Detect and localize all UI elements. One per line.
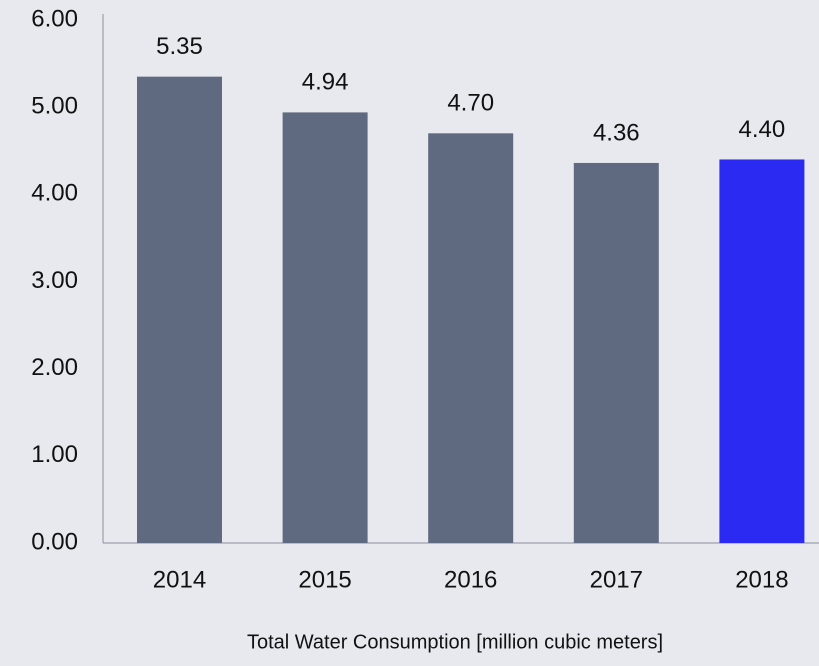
value-label: 4.40 <box>739 116 786 143</box>
bar <box>282 112 368 543</box>
bar <box>137 76 222 544</box>
bar <box>719 159 805 543</box>
y-tick-label: 3.00 <box>31 267 78 294</box>
x-tick-label: 2018 <box>735 566 788 593</box>
chart-title: Total Water Consumption [million cubic m… <box>247 631 663 653</box>
x-tick-label: 2016 <box>444 566 497 593</box>
x-tick-label: 2014 <box>153 566 206 593</box>
y-tick-label: 2.00 <box>31 354 78 381</box>
value-label: 4.94 <box>302 69 349 96</box>
y-tick-label: 6.00 <box>31 5 78 32</box>
value-label: 4.36 <box>593 119 640 146</box>
y-tick-label: 5.00 <box>31 93 78 120</box>
y-tick-label: 1.00 <box>31 441 78 468</box>
x-tick-label: 2017 <box>590 566 643 593</box>
value-label: 5.35 <box>156 33 203 60</box>
bar <box>573 162 659 543</box>
y-tick-label: 4.00 <box>31 180 78 207</box>
x-tick-label: 2015 <box>298 566 351 593</box>
value-label: 4.70 <box>447 90 494 117</box>
y-tick-label: 0.00 <box>31 528 78 555</box>
bar <box>428 133 514 544</box>
